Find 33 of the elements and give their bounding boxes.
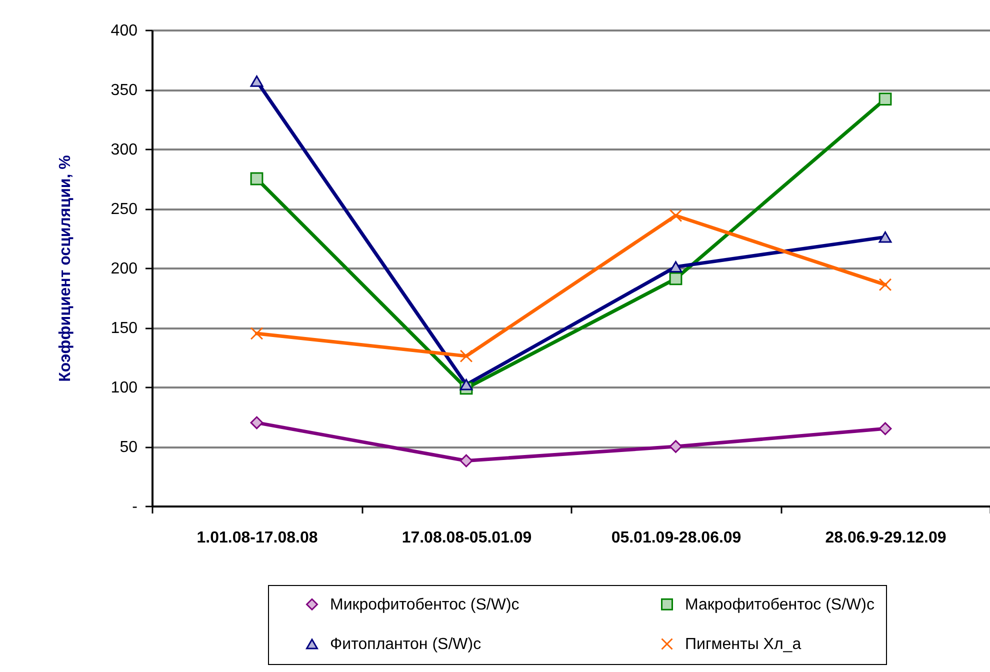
y-tick-label: 250 (110, 201, 138, 218)
y-tick-label: 50 (120, 439, 138, 456)
legend-label: Фитоплантон (S/W)c (330, 636, 482, 653)
y-tick-label: 200 (110, 260, 138, 278)
y-tick-label: 300 (110, 142, 138, 158)
point (250, 172, 264, 186)
x-tick-label: 17.08.08-05.01.09 (402, 530, 532, 546)
point (878, 278, 892, 292)
point (669, 209, 682, 222)
x-tick-label: 28.06.9-29.12.09 (825, 530, 946, 546)
y-axis-title: Коэффициент осциляции, % (56, 155, 74, 382)
legend-label: Микрофитобентос (S/W)c (330, 596, 520, 614)
point (460, 378, 473, 390)
point (250, 75, 264, 87)
point (460, 350, 473, 363)
point (250, 327, 264, 340)
point (669, 440, 682, 453)
x-tick-label: 1.01.08-17.08.08 (196, 530, 318, 546)
y-tick-label: 150 (110, 320, 138, 337)
point (669, 272, 682, 286)
point (460, 454, 473, 468)
point (878, 92, 892, 106)
point (669, 261, 682, 272)
y-tick-label: 400 (110, 22, 138, 40)
point (878, 231, 892, 243)
y-tick-label: 100 (110, 380, 138, 396)
y-tick-label: 350 (110, 82, 138, 99)
x-tick-label: 05.01.09-28.06.09 (611, 530, 742, 546)
point (878, 422, 892, 436)
point (250, 416, 264, 430)
y-tick-label: - (132, 498, 138, 516)
legend-label: Макрофитобентос (S/W)c (685, 596, 874, 614)
legend-label: Пигменты Хл_а (685, 636, 802, 653)
